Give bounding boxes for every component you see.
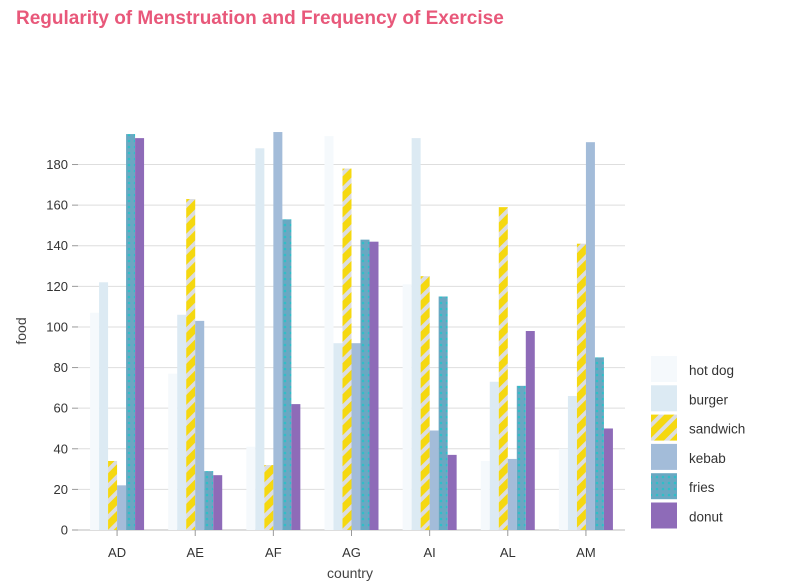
bar	[204, 471, 214, 530]
x-axis-label: country	[327, 565, 373, 581]
bar	[369, 241, 379, 531]
x-tick-label: AE	[187, 545, 205, 560]
y-tick-label: 140	[46, 238, 68, 253]
legend-label: fries	[689, 480, 715, 495]
axes: country food 0 20 40 60 80 100 120 140 160 180 AD A…	[13, 157, 596, 581]
bar	[576, 243, 586, 531]
bar	[273, 132, 283, 530]
bar	[480, 460, 490, 530]
legend-label: hot dog	[689, 363, 734, 378]
bar	[282, 219, 292, 531]
legend-label: sandwich	[689, 422, 745, 437]
y-tick-label: 120	[46, 279, 68, 294]
y-tick-label: 160	[46, 198, 68, 213]
bar	[195, 320, 205, 530]
bar	[255, 148, 265, 530]
bar	[420, 276, 430, 530]
bar	[333, 343, 343, 530]
y-tick-label: 0	[61, 523, 68, 538]
bar	[324, 136, 334, 530]
legend-label: burger	[689, 392, 729, 407]
bar	[99, 282, 109, 530]
y-tick-label: 40	[54, 441, 68, 456]
legend-swatch	[651, 385, 677, 412]
bar	[360, 239, 370, 531]
bar	[264, 465, 274, 530]
y-tick-label: 80	[54, 360, 68, 375]
bar	[186, 199, 196, 531]
bar	[585, 142, 595, 530]
bar	[498, 207, 508, 531]
x-tick-label: AM	[576, 545, 596, 560]
bar	[402, 284, 412, 530]
bar	[567, 395, 577, 530]
y-tick-label: 20	[54, 482, 68, 497]
bar	[213, 475, 223, 530]
x-tick-label: AI	[423, 545, 435, 560]
x-tick-label: AD	[108, 545, 126, 560]
bar	[168, 373, 178, 530]
bar	[438, 296, 448, 530]
bar	[507, 458, 517, 530]
bar	[177, 314, 187, 530]
bar	[351, 343, 361, 530]
legend-swatch	[651, 502, 677, 529]
legend: hot dog burger sandwich kebab fries donut	[651, 356, 745, 529]
bar	[411, 138, 421, 530]
legend-swatch	[651, 414, 677, 441]
bar	[489, 381, 499, 530]
y-tick-label: 60	[54, 401, 68, 416]
legend-swatch	[651, 473, 677, 500]
bar	[342, 168, 352, 530]
bar	[90, 312, 100, 530]
bar	[246, 446, 256, 530]
legend-swatch	[651, 356, 677, 382]
chart-title: Regularity of Menstruation and Frequency…	[16, 8, 504, 29]
x-tick-label: AG	[342, 545, 361, 560]
legend-swatch	[651, 443, 677, 470]
bar	[126, 134, 136, 530]
legend-label: kebab	[689, 451, 726, 466]
bar	[429, 430, 439, 530]
y-tick-label: 100	[46, 319, 68, 334]
bar	[117, 485, 127, 530]
bar	[594, 357, 604, 530]
y-axis-label: food	[13, 317, 29, 344]
x-tick-label: AF	[265, 545, 282, 560]
y-tick-label: 180	[46, 157, 68, 172]
bars	[90, 132, 613, 531]
bar	[108, 460, 118, 530]
bar	[135, 138, 145, 530]
bar	[516, 385, 526, 530]
bar	[447, 454, 457, 530]
bar	[525, 331, 535, 530]
bar	[603, 428, 613, 530]
x-tick-label: AL	[500, 545, 516, 560]
bar	[558, 448, 568, 530]
bar	[291, 404, 301, 530]
legend-label: donut	[689, 510, 723, 525]
